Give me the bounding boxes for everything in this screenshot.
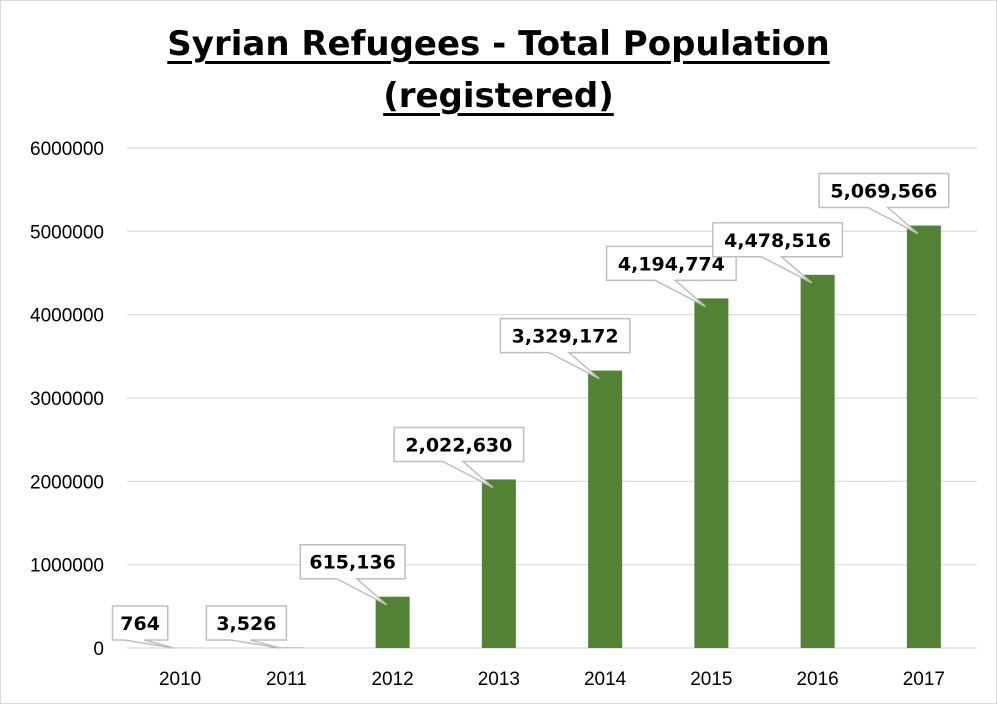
y-axis-ticks: 0 1000000 2000000 3000000 4000000 5000000 6000…	[30, 139, 104, 660]
bar	[694, 298, 729, 648]
x-tick-label: 2015	[690, 669, 732, 690]
data-labels: 764 3,526 615,136 2,022,630 3,329,172 4,194,7…	[111, 172, 950, 649]
data-label-callout	[111, 605, 175, 649]
data-label: 4,194,774	[618, 253, 725, 275]
x-tick-label: 2012	[371, 669, 413, 690]
y-tick-label: 0	[93, 639, 104, 660]
data-label-callout	[299, 543, 406, 606]
y-tick-label: 5000000	[30, 222, 104, 243]
x-tick-label: 2016	[796, 669, 838, 690]
x-tick-label: 2017	[903, 669, 945, 690]
data-label: 615,136	[309, 552, 396, 574]
data-label-callout	[499, 317, 631, 380]
x-tick-label: 2010	[159, 669, 201, 690]
bar	[481, 479, 516, 648]
y-tick-label: 3000000	[30, 389, 104, 410]
data-label: 4,478,516	[724, 230, 831, 252]
y-tick-label: 1000000	[30, 556, 104, 577]
gridlines	[127, 147, 977, 649]
data-label: 3,329,172	[512, 326, 619, 348]
x-axis-ticks: 2010 2011 2012 2013 2014 2015 2016 2017	[159, 669, 945, 690]
x-tick-label: 2014	[584, 669, 627, 690]
bar	[906, 225, 941, 648]
chart-title-line1: Syrian Refugees - Total Population	[167, 24, 830, 64]
data-label-callout	[712, 222, 844, 284]
x-tick-label: 2013	[478, 669, 520, 690]
bars	[163, 225, 941, 648]
bar	[588, 370, 623, 648]
data-label: 764	[120, 613, 160, 635]
data-label: 2,022,630	[405, 434, 512, 456]
data-label: 3,526	[216, 613, 276, 635]
data-label: 5,069,566	[830, 181, 937, 203]
chart-title-line2: (registered)	[383, 76, 614, 116]
y-tick-label: 6000000	[30, 139, 104, 160]
data-label-callout	[818, 172, 950, 235]
x-tick-label: 2011	[266, 669, 307, 690]
y-tick-label: 4000000	[30, 306, 104, 327]
data-label-callout	[205, 605, 288, 649]
bar	[375, 596, 410, 648]
data-label-callout	[393, 426, 525, 489]
bar	[800, 274, 835, 648]
y-tick-label: 2000000	[30, 472, 104, 493]
